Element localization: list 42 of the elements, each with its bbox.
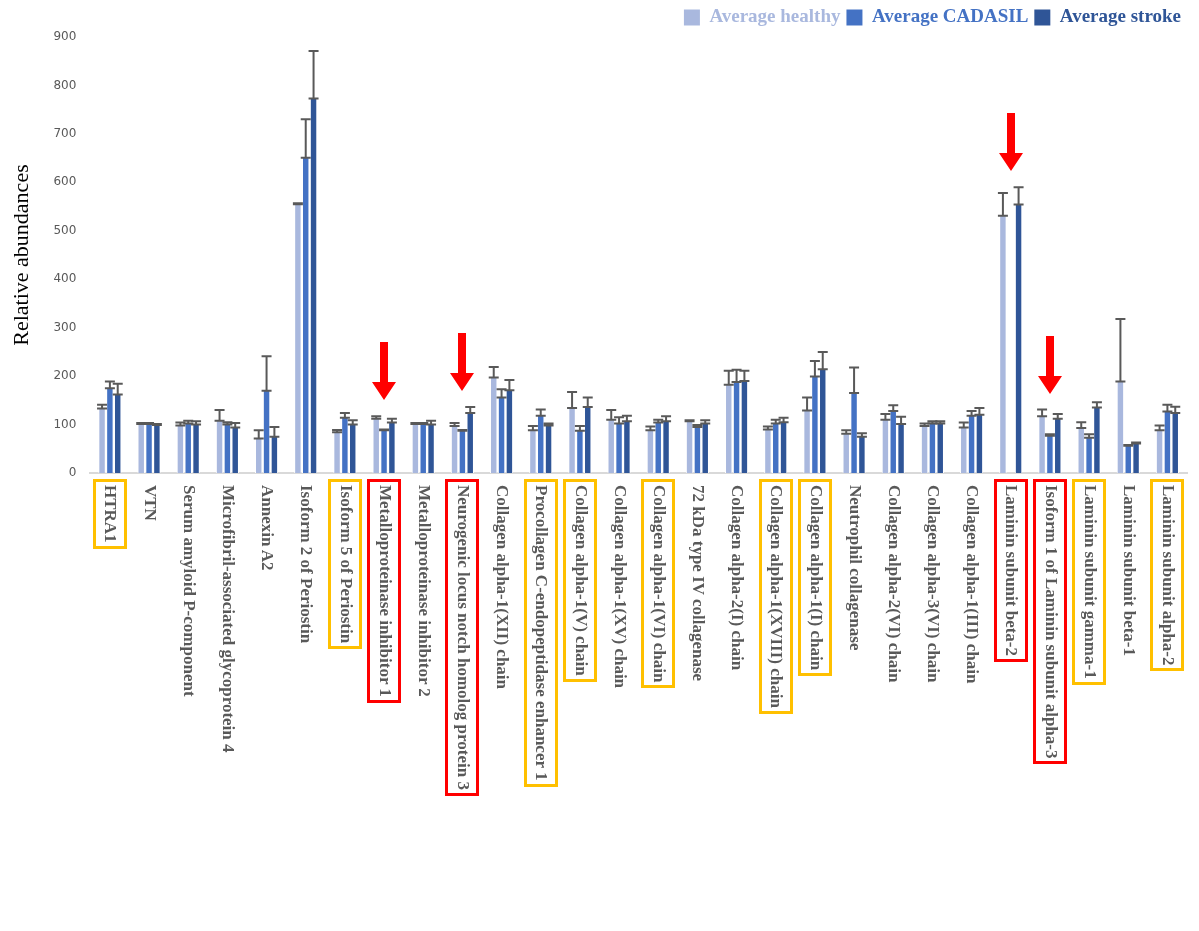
y-tick-label: 400: [53, 271, 77, 286]
y-tick-label: 700: [53, 126, 77, 141]
x-tick-label: Collagen alpha-3(VI) chain: [924, 485, 944, 683]
x-tick-label: Annexin A2: [258, 485, 278, 571]
x-tick-label: Metalloproteinase inhibitor 1: [375, 485, 395, 697]
x-tick-label: Isoform 5 of Periostin: [336, 485, 356, 644]
legend-label: Average healthy: [709, 5, 841, 27]
y-tick-label: 0: [68, 465, 77, 480]
x-tick-label: Collagen alpha-2(VI) chain: [884, 485, 904, 683]
x-tick-label: Isoform 2 of Periostin: [297, 485, 317, 644]
legend-label: Average CADASIL: [871, 5, 1029, 27]
legend-label: Average stroke: [1059, 5, 1181, 27]
x-tick-label: Isoform 1 of Laminin subunit alpha-3: [1041, 485, 1061, 759]
x-tick-label: Collagen alpha-1(XVIII) chain: [767, 485, 787, 709]
x-tick-label: Collagen alpha-1(V) chain: [571, 485, 591, 677]
y-tick-label: 100: [53, 416, 77, 431]
y-tick-label: 600: [53, 174, 77, 189]
x-tick-label: Collagen alpha-1(VI) chain: [649, 485, 669, 683]
x-tick-label: Collagen alpha-1(XII) chain: [493, 485, 513, 690]
x-tick-label: 72 kDa type IV collagenase: [689, 485, 709, 682]
x-tick-label: HTRA1: [101, 485, 121, 543]
x-tick-label: Collagen alpha-1(III) chain: [963, 485, 983, 684]
x-tick-label: Collagen alpha-2(I) chain: [728, 485, 748, 671]
x-tick-label: Procollagen C-endopeptidase enhancer 1: [532, 485, 552, 781]
y-tick-label: 900: [53, 29, 77, 44]
y-tick-label: 800: [53, 77, 77, 92]
x-tick-label: Metalloproteinase inhibitor 2: [414, 485, 434, 697]
x-tick-label: Laminin subunit alpha-2: [1159, 485, 1179, 666]
x-tick-label: Microfibril-associated glycoprotein 4: [219, 485, 238, 754]
x-tick-label: VTN: [140, 485, 160, 522]
y-tick-label: 500: [53, 222, 77, 237]
y-tick-label: 200: [53, 368, 77, 383]
x-tick-label: Collagen alpha-1(XV) chain: [610, 485, 630, 689]
x-tick-label: Laminin subunit beta-1: [1119, 485, 1139, 656]
y-tick-label: 300: [53, 319, 77, 334]
y-axis-title: Relative abundances: [7, 164, 33, 346]
x-tick-label: Laminin subunit gamma-1: [1080, 485, 1100, 679]
x-tick-label: Serum amyloid P-component: [179, 485, 199, 697]
x-tick-label: Neutrophil collagenase: [845, 485, 865, 651]
x-tick-label: Neurogenic locus notch homolog protein 3: [454, 485, 474, 790]
x-tick-label: Collagen alpha-1(I) chain: [806, 485, 826, 671]
x-tick-label: Laminin subunit beta-2: [1002, 485, 1022, 656]
